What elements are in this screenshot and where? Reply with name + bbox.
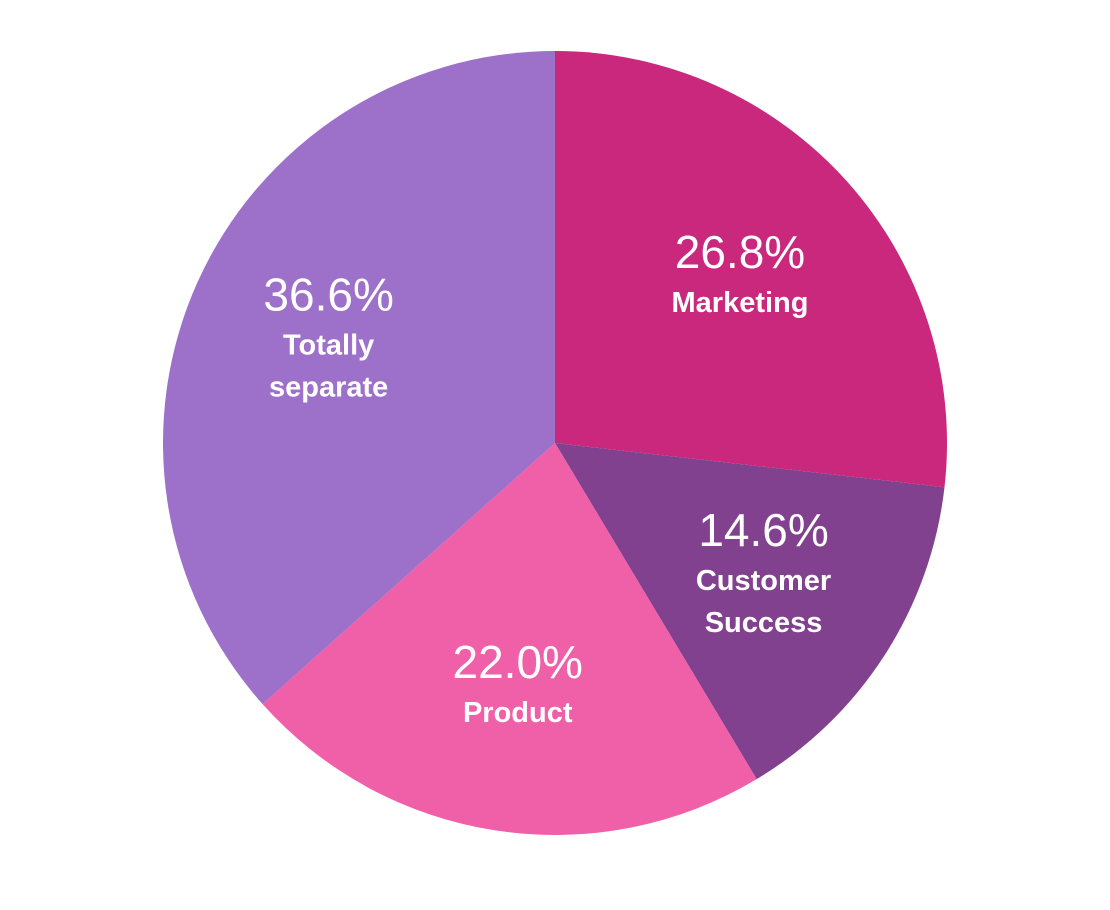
pie-category-label-totally-separate-line-1: Totally [283,330,374,362]
pie-category-label-customer-success-line-1: Customer [696,565,831,597]
pie-slice-marketing [555,51,947,488]
pie-slice-product [262,443,757,835]
pie-category-label-marketing-line-1: Marketing [672,287,809,319]
pie-slice-customer-success [555,443,945,780]
pie-slice-totally-separate [163,51,555,705]
pie-category-label-totally-separate-line-2: separate [269,372,388,404]
pie-value-label-customer-success: 14.6% [698,504,828,556]
pie-value-label-product: 22.0% [453,636,583,688]
pie-value-label-totally-separate: 36.6% [263,269,393,321]
pie-value-label-marketing: 26.8% [675,226,805,278]
pie-category-label-customer-success-line-2: Success [705,607,823,639]
pie-labels: 26.8% Marketing 14.6% Customer Success 22.0% P… [263,226,831,729]
pie-slices [163,51,947,835]
pie-category-label-product-line-1: Product [463,697,573,729]
